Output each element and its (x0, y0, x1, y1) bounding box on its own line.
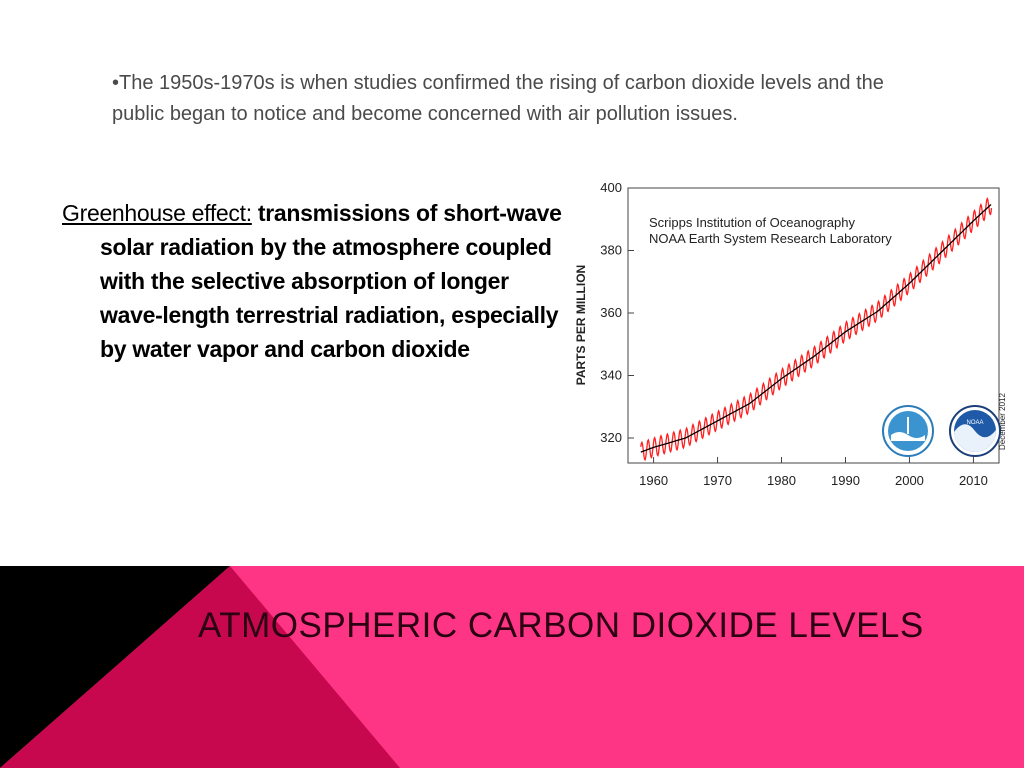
x-tick-label: 2000 (895, 473, 924, 488)
footer-band: ATMOSPHERIC CARBON DIOXIDE LEVELS (0, 566, 1024, 768)
y-axis: 320 340 360 380 400 (600, 180, 634, 445)
dark-pink-triangle (0, 566, 400, 768)
credit-noaa: NOAA Earth System Research Laboratory (649, 231, 892, 246)
x-tick-label: 1980 (767, 473, 796, 488)
credit-scripps: Scripps Institution of Oceanography (649, 215, 855, 230)
x-tick-label: 1990 (831, 473, 860, 488)
y-axis-label: PARTS PER MILLION (574, 265, 588, 385)
y-tick-label: 360 (600, 305, 622, 320)
bullet-text: •The 1950s-1970s is when studies confirm… (112, 72, 884, 125)
date-note: December 2012 (998, 393, 1007, 450)
slide-title: ATMOSPHERIC CARBON DIOXIDE LEVELS (198, 606, 924, 645)
y-tick-label: 320 (600, 430, 622, 445)
scripps-logo (882, 405, 934, 457)
x-tick-label: 2010 (959, 473, 988, 488)
greenhouse-definition: Greenhouse effect: transmissions of shor… (62, 196, 570, 366)
footer-shapes (0, 566, 1024, 768)
plot-frame (627, 187, 1000, 464)
series-trend-line (640, 204, 992, 453)
definition-term: Greenhouse effect: (62, 200, 252, 226)
y-tick-label: 380 (600, 243, 622, 258)
x-tick-label: 1960 (639, 473, 668, 488)
svg-text:NOAA: NOAA (966, 420, 983, 426)
y-tick-label: 340 (600, 368, 622, 383)
noaa-logo: NOAA (949, 405, 1001, 457)
co2-chart: 320 340 360 380 400 1960 1970 1980 1990 2000 2010… (574, 180, 1007, 488)
definition-body: transmissions of short-wave solar radiat… (100, 200, 562, 362)
x-axis: 1960 1970 1980 1990 2000 2010 (639, 457, 988, 488)
x-tick-label: 1970 (703, 473, 732, 488)
y-tick-label: 400 (600, 180, 622, 195)
